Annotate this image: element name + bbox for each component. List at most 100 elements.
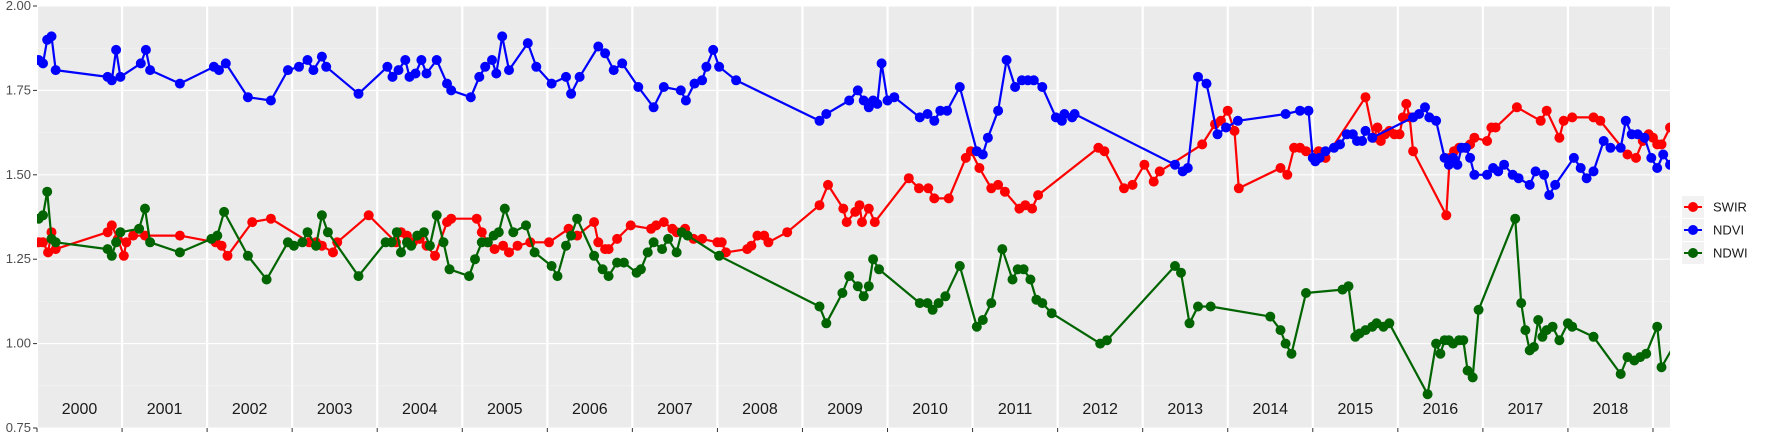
y-tick-label: 1.50 (6, 167, 31, 182)
ndvi-point (316, 51, 327, 62)
ndwi-point (940, 291, 951, 302)
ndvi-point (1568, 152, 1579, 163)
swir-point (914, 183, 924, 194)
ndvi-point (617, 58, 628, 69)
ndwi-point (648, 237, 659, 248)
ndwi-point (391, 227, 402, 238)
swir-point (328, 247, 338, 258)
ndwi-point (1708, 329, 1718, 339)
ndwi-point (1301, 288, 1311, 298)
ndvi-point (593, 41, 604, 52)
ndvi-point (431, 55, 442, 65)
ndvi-point (1544, 190, 1555, 201)
swir-point (1682, 119, 1692, 129)
swir-point (1714, 143, 1724, 153)
swir-point (1554, 132, 1565, 143)
ndwi-point (174, 247, 185, 258)
ndvi-point (1232, 115, 1243, 126)
ndvi-point (353, 88, 364, 99)
ndwi-point (1170, 261, 1180, 271)
ndwi-point (1046, 308, 1057, 319)
ndvi-point (1493, 166, 1504, 177)
swir-point (1099, 146, 1110, 157)
ndwi-point (618, 257, 629, 268)
ndvi-point (1193, 71, 1203, 82)
swir-point (1595, 115, 1606, 126)
ndvi-point (1201, 78, 1212, 89)
swir-point (1567, 112, 1578, 123)
ndwi-point (470, 254, 480, 265)
ndvi-point (561, 71, 571, 82)
ndwi-point (1037, 298, 1048, 309)
ndvi-point (929, 115, 940, 126)
ndwi-point (219, 206, 230, 217)
series-ndvi (37, 31, 1713, 201)
swir-point (1401, 98, 1412, 109)
ndvi-point (821, 109, 832, 119)
swir-point (1490, 122, 1501, 133)
ndvi-point (1460, 142, 1471, 153)
year-label-2014: 2014 (1252, 401, 1288, 418)
ndwi-point (1754, 335, 1764, 345)
ndwi-point (868, 254, 879, 265)
ndwi-point (663, 233, 674, 244)
ndwi-point (1435, 348, 1446, 359)
ndvi-point (566, 88, 577, 99)
swir-point (1229, 125, 1240, 136)
ndvi-point (1530, 166, 1541, 177)
ndwi-point (1701, 335, 1711, 345)
ndvi-point (1682, 146, 1692, 156)
ndwi-point (1018, 264, 1029, 275)
year-label-2000: 2000 (62, 401, 98, 418)
ndwi-point (1695, 339, 1705, 349)
series-layer (37, 31, 1773, 400)
ndvi-point (872, 98, 883, 109)
swir-point (1482, 136, 1493, 146)
ndwi-point (322, 227, 333, 238)
swir-point (1197, 139, 1208, 150)
ndvi-point (487, 55, 497, 65)
ndvi-point (914, 112, 925, 123)
ndvi-point (302, 55, 313, 65)
ndvi-point (1170, 159, 1180, 170)
ndvi-point (393, 65, 404, 76)
ndvi-point (608, 65, 619, 76)
ndvi-point (1539, 169, 1550, 180)
ndwi-point (1684, 315, 1694, 325)
ndwi-point (682, 230, 693, 241)
swir-point (1469, 132, 1480, 143)
swir-point (174, 230, 185, 241)
ndvi-point (852, 85, 863, 96)
ndvi-point (115, 71, 126, 82)
swir-point (929, 193, 940, 204)
ndwi-point (1025, 274, 1036, 285)
swir-point (814, 200, 825, 211)
swir-point (512, 240, 523, 251)
ndvi-point (546, 78, 557, 89)
legend-key-point (1688, 248, 1698, 258)
swir-point (222, 250, 233, 261)
ndwi-point (438, 237, 449, 248)
year-label-2002: 2002 (232, 401, 268, 418)
year-label-2013: 2013 (1167, 401, 1203, 418)
swir-point (841, 217, 852, 228)
swir-point (1372, 122, 1383, 133)
swir-point (498, 240, 509, 251)
year-label-2008: 2008 (742, 401, 778, 418)
swir-point (1154, 166, 1165, 177)
ndwi-point (493, 227, 504, 238)
swir-point (746, 240, 757, 251)
ndvi-point (1665, 159, 1670, 170)
ndvi-point (1703, 160, 1713, 170)
legend-item-ndvi: NDVI (1682, 219, 1744, 241)
swir-point (625, 220, 636, 231)
ndwi-point (353, 271, 364, 282)
ndwi-point (1763, 318, 1773, 328)
ndvi-point (1010, 82, 1021, 92)
swir-point (993, 179, 1004, 190)
ndwi-point (1275, 325, 1286, 336)
swir-point (1233, 183, 1244, 194)
ndwi-point (499, 203, 510, 214)
ndvi-point (382, 61, 393, 72)
swir-point (716, 237, 727, 248)
